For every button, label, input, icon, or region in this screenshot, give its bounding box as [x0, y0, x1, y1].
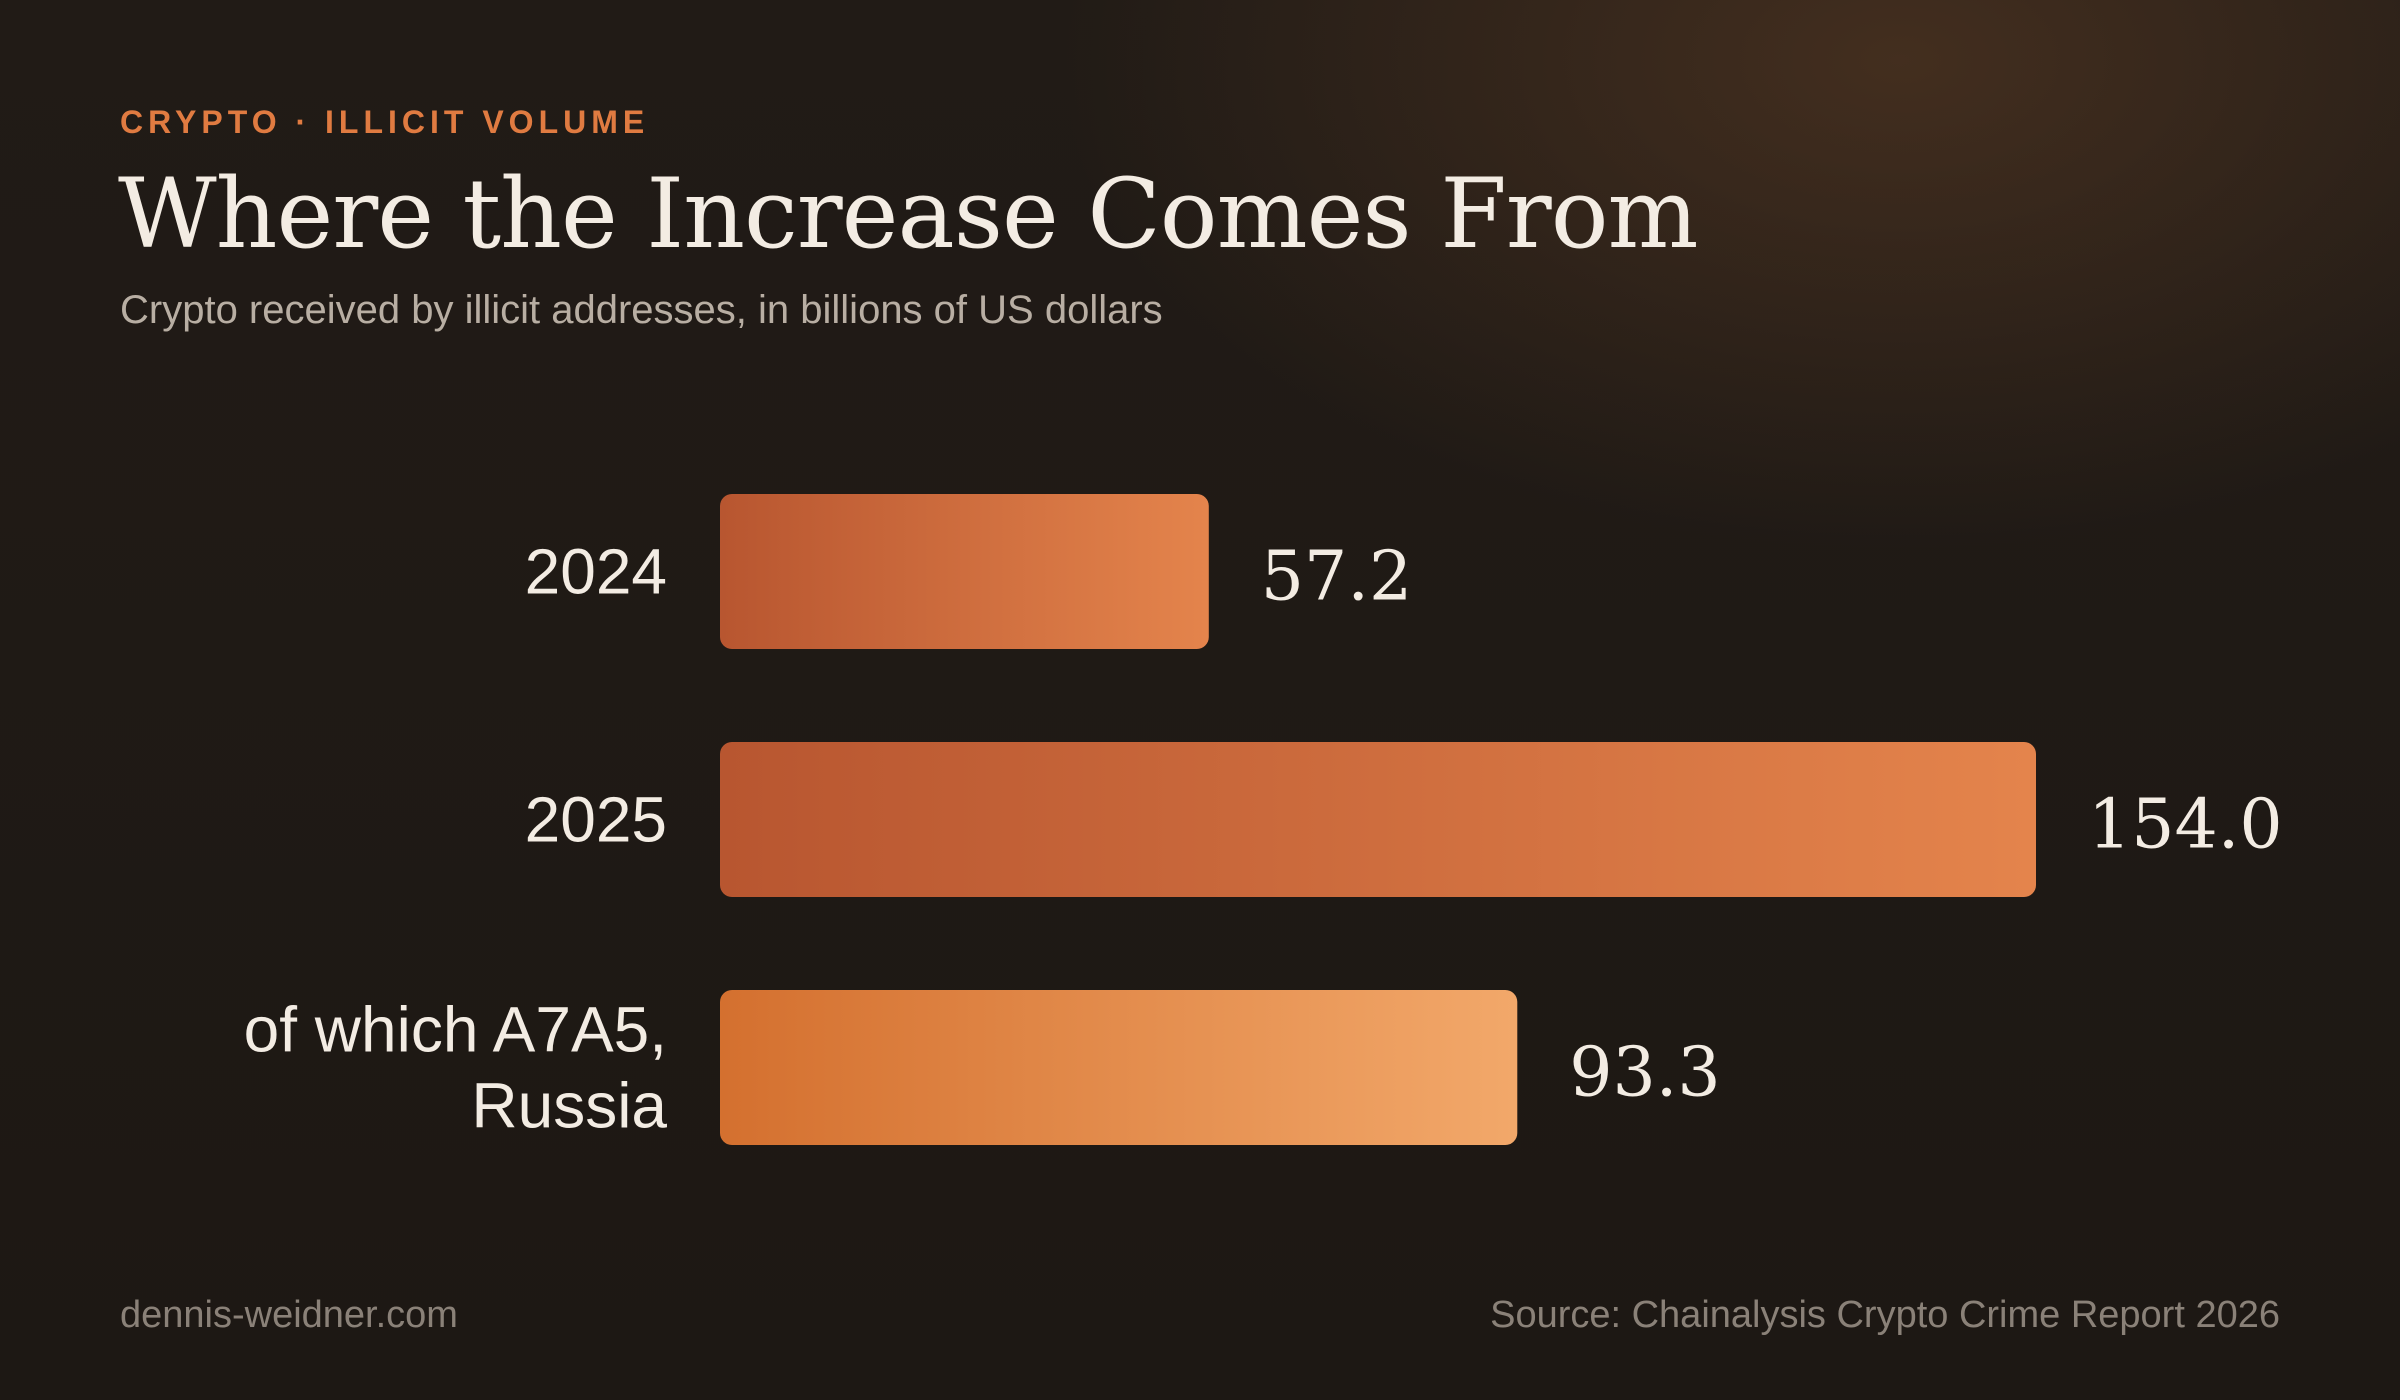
bar-2 — [720, 990, 1518, 1145]
category-label-2: of which A7A5, Russia — [244, 994, 668, 1142]
chart-subtitle: Crypto received by illicit addresses, in… — [120, 288, 1163, 332]
category-label-1: 2025 — [525, 784, 667, 856]
bars-group: 2024 57.2 2025 154.0 of which A7A5, Russia 93.… — [244, 494, 2283, 1145]
value-label-0: 57.2 — [1261, 538, 1412, 617]
category-label-0: 2024 — [525, 536, 667, 608]
source-note: Source: Chainalysis Crypto Crime Report … — [1490, 1294, 2280, 1336]
value-label-1: 154.0 — [2088, 786, 2283, 865]
chart-kicker: CRYPTO · ILLICIT VOLUME — [120, 104, 650, 140]
site-credit: dennis-weidner.com — [120, 1294, 458, 1336]
bar-1 — [720, 742, 2036, 897]
value-label-2: 93.3 — [1569, 1034, 1720, 1113]
bar-0 — [720, 494, 1209, 649]
chart-title: Where the Increase Comes From — [118, 158, 1699, 270]
